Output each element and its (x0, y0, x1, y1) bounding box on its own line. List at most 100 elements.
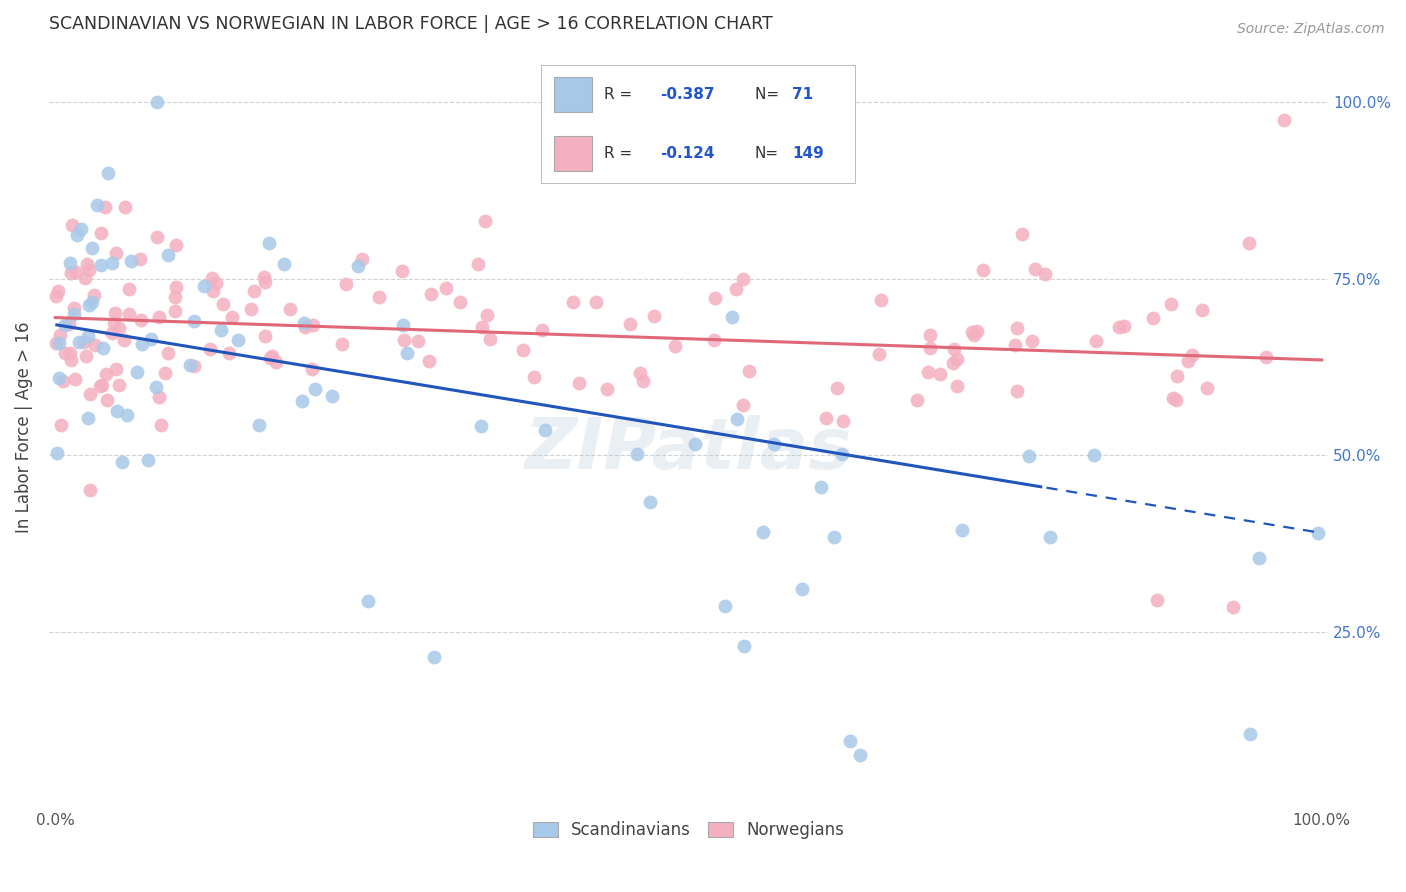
Point (1083, 448, 1105, 462)
Point (827, 380, 849, 394)
Point (301, 362, 323, 376)
Point (157, 248, 180, 262)
Point (950, 523, 973, 537)
Point (966, 324, 988, 338)
Point (477, 308, 499, 322)
Point (703, 291, 725, 305)
Point (204, 277, 226, 291)
Point (839, 734, 862, 748)
Point (1035, 267, 1057, 281)
Point (48, 335, 70, 350)
Point (1021, 334, 1043, 348)
Text: SCANDINAVIAN VS NORWEGIAN IN LABOR FORCE | AGE > 16 CORRELATION CHART: SCANDINAVIAN VS NORWEGIAN IN LABOR FORCE… (49, 15, 773, 33)
Point (131, 337, 153, 351)
Point (1177, 354, 1199, 368)
Point (62, 301, 84, 316)
Point (253, 269, 276, 284)
Point (1181, 348, 1204, 362)
Point (149, 417, 172, 432)
Point (733, 398, 755, 412)
Point (94, 200, 117, 214)
Point (848, 748, 870, 763)
Point (76, 411, 98, 425)
Point (52, 375, 75, 389)
Point (46, 284, 69, 298)
Point (82, 241, 104, 255)
Point (942, 356, 965, 370)
Point (292, 316, 315, 330)
Point (1237, 236, 1260, 251)
Point (752, 524, 775, 539)
Point (406, 334, 429, 349)
Point (1166, 369, 1188, 384)
Point (218, 346, 240, 360)
Point (112, 333, 135, 347)
Point (631, 374, 654, 388)
Point (396, 346, 419, 360)
Point (928, 367, 950, 381)
Point (471, 319, 494, 334)
Point (105, 245, 128, 260)
Point (145, 379, 167, 393)
Point (946, 379, 969, 393)
Point (1018, 449, 1040, 463)
Point (153, 366, 176, 380)
Point (346, 260, 368, 274)
Point (201, 270, 224, 285)
Point (946, 352, 969, 367)
Point (253, 328, 276, 343)
Point (108, 378, 131, 392)
Point (59, 345, 82, 359)
Point (70, 222, 93, 236)
Point (104, 305, 127, 319)
Point (302, 318, 325, 332)
Point (391, 264, 413, 278)
Point (391, 318, 413, 332)
Point (101, 256, 124, 270)
Point (254, 275, 277, 289)
Point (201, 284, 224, 298)
Point (1004, 337, 1026, 351)
Point (120, 253, 142, 268)
Point (53, 346, 76, 360)
Point (725, 411, 748, 425)
Point (478, 332, 501, 346)
Point (418, 354, 440, 368)
Point (1142, 310, 1164, 325)
Point (474, 214, 496, 228)
Point (165, 279, 187, 293)
Point (423, 649, 446, 664)
Point (357, 594, 380, 608)
Point (80, 295, 103, 310)
Point (815, 411, 838, 425)
Text: ZIPatlas: ZIPatlas (524, 416, 852, 484)
Legend: Scandinavians, Norwegians: Scandinavians, Norwegians (526, 814, 851, 846)
Point (90, 226, 112, 240)
Point (51, 418, 73, 433)
Point (512, 343, 534, 358)
Point (1191, 302, 1213, 317)
Point (467, 257, 489, 271)
Point (1024, 262, 1046, 277)
Point (1108, 319, 1130, 334)
Point (335, 277, 357, 291)
Point (100, 326, 122, 340)
Point (918, 327, 941, 342)
Point (585, 295, 607, 310)
Point (48, 371, 70, 385)
Point (114, 200, 136, 214)
Point (350, 252, 373, 266)
Point (77, 263, 100, 277)
Point (221, 310, 243, 325)
Point (291, 394, 314, 409)
Point (972, 263, 994, 277)
Point (76, 257, 98, 271)
Point (163, 304, 186, 318)
Point (626, 447, 648, 461)
Point (65, 265, 87, 279)
Point (1114, 318, 1136, 333)
Point (103, 316, 125, 330)
Point (823, 530, 845, 544)
Point (1239, 727, 1261, 741)
Point (66, 228, 89, 243)
